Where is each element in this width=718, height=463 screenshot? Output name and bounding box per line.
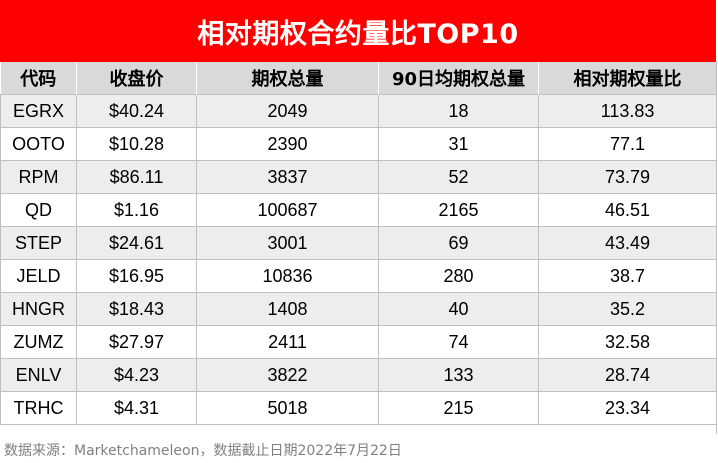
cell-close-price: $16.95 [76, 259, 197, 293]
table-row: OOTO $10.28 2390 31 77.1 [0, 127, 717, 161]
options-volume-table-container: 代码 收盘价 期权总量 90日均期权总量 相对期权量比 EGRX $40.24 … [0, 62, 717, 425]
cell-ticker: HNGR [0, 292, 77, 326]
cell-close-price: $40.24 [76, 94, 197, 128]
cell-close-price: $1.16 [76, 193, 197, 227]
cell-option-volume: 3001 [196, 226, 379, 260]
table-row: QD $1.16 100687 2165 46.51 [0, 193, 717, 227]
cell-relative-volume-ratio: 43.49 [538, 226, 717, 260]
cell-close-price: $4.23 [76, 358, 197, 392]
table-right-border [716, 62, 717, 434]
cell-option-volume: 2049 [196, 94, 379, 128]
cell-option-volume: 10836 [196, 259, 379, 293]
cell-relative-volume-ratio: 73.79 [538, 160, 717, 194]
cell-90day-avg-volume: 40 [378, 292, 539, 326]
table-row: EGRX $40.24 2049 18 113.83 [0, 94, 717, 128]
table-row: TRHC $4.31 5018 215 23.34 [0, 391, 717, 425]
cell-90day-avg-volume: 215 [378, 391, 539, 425]
options-volume-table: 代码 收盘价 期权总量 90日均期权总量 相对期权量比 EGRX $40.24 … [0, 62, 717, 425]
cell-ticker: ENLV [0, 358, 77, 392]
cell-90day-avg-volume: 133 [378, 358, 539, 392]
cell-ticker: QD [0, 193, 77, 227]
cell-option-volume: 3837 [196, 160, 379, 194]
cell-90day-avg-volume: 2165 [378, 193, 539, 227]
cell-option-volume: 3822 [196, 358, 379, 392]
cell-relative-volume-ratio: 113.83 [538, 94, 717, 128]
header-relative-volume-ratio: 相对期权量比 [538, 62, 717, 95]
cell-relative-volume-ratio: 77.1 [538, 127, 717, 161]
cell-close-price: $4.31 [76, 391, 197, 425]
cell-close-price: $24.61 [76, 226, 197, 260]
table-row: ENLV $4.23 3822 133 28.74 [0, 358, 717, 392]
table-title: 相对期权合约量比TOP10 [0, 0, 716, 62]
table-row: ZUMZ $27.97 2411 74 32.58 [0, 325, 717, 359]
header-90day-avg-volume: 90日均期权总量 [378, 62, 539, 95]
header-option-volume: 期权总量 [196, 62, 379, 95]
cell-ticker: TRHC [0, 391, 77, 425]
header-close-price: 收盘价 [76, 62, 197, 95]
table-row: HNGR $18.43 1408 40 35.2 [0, 292, 717, 326]
cell-90day-avg-volume: 280 [378, 259, 539, 293]
cell-ticker: RPM [0, 160, 77, 194]
table-row: STEP $24.61 3001 69 43.49 [0, 226, 717, 260]
cell-relative-volume-ratio: 28.74 [538, 358, 717, 392]
table-row: RPM $86.11 3837 52 73.79 [0, 160, 717, 194]
table-row: JELD $16.95 10836 280 38.7 [0, 259, 717, 293]
cell-option-volume: 5018 [196, 391, 379, 425]
cell-ticker: STEP [0, 226, 77, 260]
data-source-footnote: 数据来源：Marketchameleon，数据截止日期2022年7月22日 [4, 443, 402, 459]
cell-90day-avg-volume: 52 [378, 160, 539, 194]
cell-ticker: EGRX [0, 94, 77, 128]
header-row: 代码 收盘价 期权总量 90日均期权总量 相对期权量比 [0, 62, 717, 95]
cell-90day-avg-volume: 69 [378, 226, 539, 260]
cell-90day-avg-volume: 18 [378, 94, 539, 128]
cell-90day-avg-volume: 31 [378, 127, 539, 161]
cell-ticker: OOTO [0, 127, 77, 161]
cell-relative-volume-ratio: 38.7 [538, 259, 717, 293]
cell-option-volume: 1408 [196, 292, 379, 326]
cell-close-price: $27.97 [76, 325, 197, 359]
header-ticker: 代码 [0, 62, 77, 95]
cell-relative-volume-ratio: 46.51 [538, 193, 717, 227]
cell-close-price: $10.28 [76, 127, 197, 161]
cell-ticker: JELD [0, 259, 77, 293]
cell-relative-volume-ratio: 35.2 [538, 292, 717, 326]
cell-relative-volume-ratio: 23.34 [538, 391, 717, 425]
cell-relative-volume-ratio: 32.58 [538, 325, 717, 359]
cell-90day-avg-volume: 74 [378, 325, 539, 359]
cell-close-price: $18.43 [76, 292, 197, 326]
cell-ticker: ZUMZ [0, 325, 77, 359]
cell-option-volume: 2390 [196, 127, 379, 161]
cell-close-price: $86.11 [76, 160, 197, 194]
cell-option-volume: 2411 [196, 325, 379, 359]
cell-option-volume: 100687 [196, 193, 379, 227]
